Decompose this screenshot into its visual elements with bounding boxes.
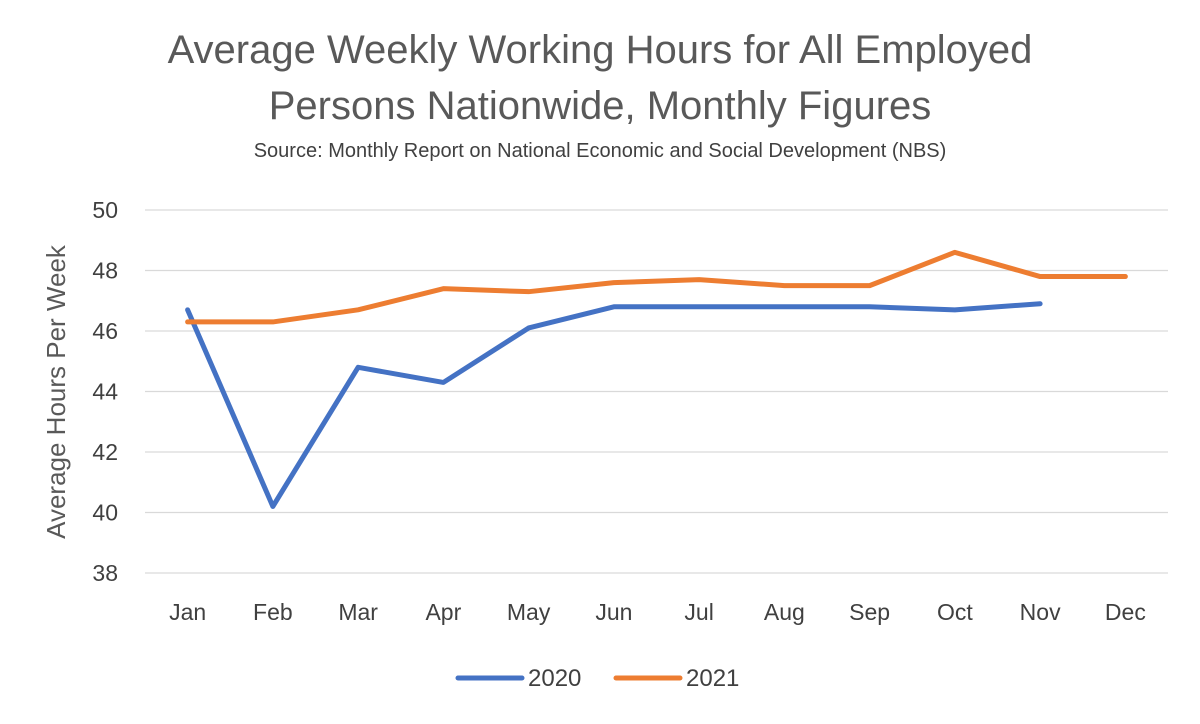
x-tick-label-nov: Nov — [1020, 599, 1061, 625]
series-line-2020 — [185, 301, 1043, 509]
y-tick-labels: 38 40 42 44 46 48 50 — [92, 197, 118, 586]
x-tick-label-aug: Aug — [764, 599, 805, 625]
y-tick-label-50: 50 — [92, 197, 118, 223]
x-tick-label-mar: Mar — [338, 599, 378, 625]
series-line-2021 — [185, 249, 1128, 325]
x-tick-label-dec: Dec — [1105, 599, 1146, 625]
x-tick-label-jun: Jun — [595, 599, 632, 625]
chart-subtitle: Source: Monthly Report on National Econo… — [253, 140, 947, 162]
chart-title: Average Weekly Working Hours for All Emp… — [0, 22, 1200, 134]
y-tick-label-42: 42 — [92, 439, 118, 465]
x-tick-labels: Jan Feb Mar Apr May Jun Jul Aug Sep Oct Nov Dec — [169, 599, 1146, 625]
x-tick-label-feb: Feb — [253, 599, 293, 625]
x-tick-label-sep: Sep — [849, 599, 890, 625]
x-tick-label-apr: Apr — [425, 599, 461, 625]
y-axis-title: Average Hours Per Week — [41, 244, 71, 539]
x-tick-label-may: May — [507, 599, 551, 625]
chart-title-line-1: Average Weekly Working Hours for All Emp… — [167, 28, 1033, 72]
y-tick-label-46: 46 — [92, 318, 118, 344]
chart-title-line-2: Persons Nationwide, Monthly Figures — [268, 84, 932, 128]
legend-label-2020: 2020 — [528, 665, 581, 692]
y-tick-label-44: 44 — [92, 379, 118, 405]
series-lines — [185, 249, 1128, 509]
y-tick-label-48: 48 — [92, 258, 118, 284]
x-tick-label-oct: Oct — [937, 599, 973, 625]
x-tick-label-jul: Jul — [684, 599, 713, 625]
gridlines — [145, 209, 1168, 574]
y-tick-label-40: 40 — [92, 500, 118, 526]
x-tick-label-jan: Jan — [169, 599, 206, 625]
legend: 2020 2021 — [455, 665, 739, 692]
legend-label-2021: 2021 — [686, 665, 739, 692]
y-tick-label-38: 38 — [92, 560, 118, 586]
